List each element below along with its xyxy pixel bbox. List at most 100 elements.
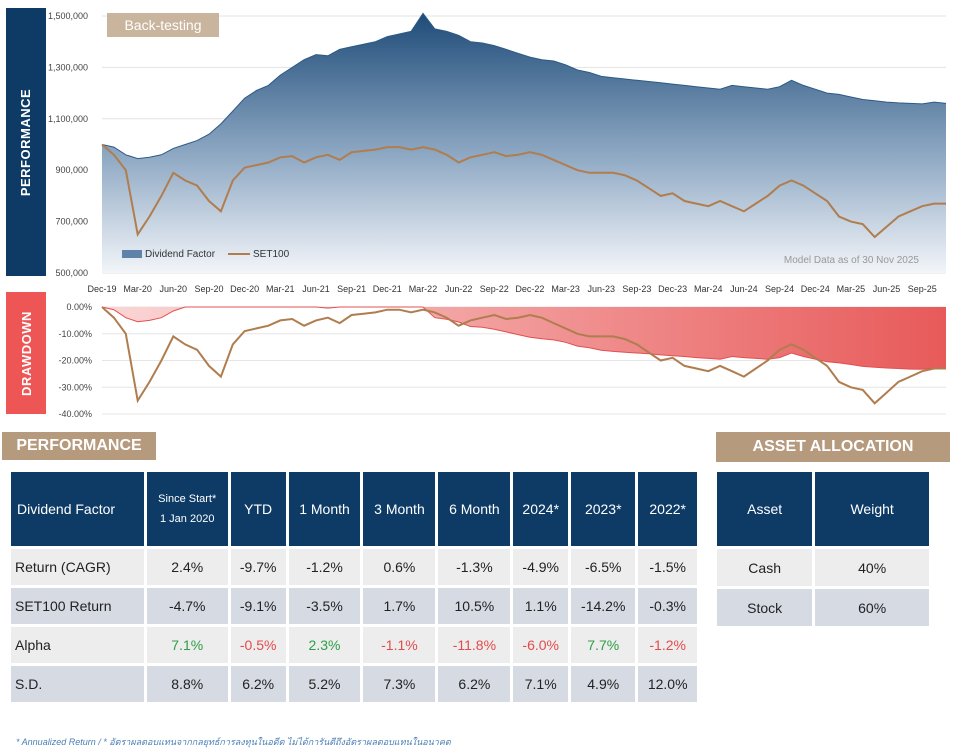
perf-x-tick: Jun-22 — [445, 284, 473, 294]
perf-y-tick: 1,500,000 — [48, 11, 88, 21]
allocation-asset: Cash — [717, 549, 813, 586]
table-cell: -9.1% — [230, 588, 286, 624]
table-cell: -1.5% — [638, 549, 697, 585]
table-cell: -6.5% — [571, 549, 636, 585]
table-cell: -11.8% — [438, 627, 511, 663]
allocation-row: Cash 40% — [717, 549, 929, 586]
perf-x-tick: Dec-23 — [658, 284, 687, 294]
since-start-header: Since Start* 1 Jan 2020 — [146, 472, 228, 546]
2023-header: 2023* — [571, 472, 636, 546]
table-row: Alpha 7.1% -0.5% 2.3% -1.1% -11.8% -6.0% 7.7% -1… — [11, 627, 697, 663]
table-cell: 6.2% — [230, 666, 286, 702]
set100-line — [101, 143, 946, 239]
perf-x-tick: Mar-23 — [551, 284, 580, 294]
table-cell: -1.1% — [363, 627, 436, 663]
since-start-label: Since Start* — [158, 493, 217, 505]
table-row: SET100 Return -4.7% -9.1% -3.5% 1.7% 10.5% 1.1… — [11, 588, 697, 624]
table-cell: -0.5% — [230, 627, 286, 663]
perf-x-tick: Sep-22 — [480, 284, 509, 294]
perf-y-tick: 700,000 — [55, 217, 88, 227]
perf-x-tick: Jun-23 — [588, 284, 616, 294]
dividend-factor-drawdown-line — [101, 306, 947, 370]
2024-header: 2024* — [513, 472, 569, 546]
allocation-row: Stock 60% — [717, 589, 929, 626]
performance-legend: Dividend Factor SET100 — [122, 249, 290, 260]
legend-swatch-dividend-factor — [122, 250, 142, 258]
table-cell: -1.2% — [638, 627, 697, 663]
table-row: Return (CAGR) 2.4% -9.7% -1.2% 0.6% -1.3% -4.9… — [11, 549, 697, 585]
perf-x-tick: Dec-20 — [230, 284, 259, 294]
table-cell: -3.5% — [288, 588, 361, 624]
allocation-weight: 60% — [815, 589, 929, 626]
dividend-factor-line — [101, 12, 947, 160]
table-cell: 4.9% — [571, 666, 636, 702]
fund-name-header: Dividend Factor — [11, 472, 144, 546]
table-cell: 8.8% — [146, 666, 228, 702]
performance-x-ticks: Dec-19 Mar-20 Jun-20 Sep-20 Dec-20 Mar-21 Jun-… — [87, 284, 936, 294]
table-cell: 2.4% — [146, 549, 228, 585]
table-cell: 12.0% — [638, 666, 697, 702]
perf-y-tick: 1,300,000 — [48, 62, 88, 72]
table-cell: 10.5% — [438, 588, 511, 624]
asset-column-header: Asset — [717, 472, 813, 546]
dd-y-tick: 0.00% — [66, 302, 92, 312]
performance-table: Dividend Factor Since Start* 1 Jan 2020 Y… — [8, 469, 700, 705]
asset-allocation-header: ASSET ALLOCATION — [716, 432, 950, 462]
dd-y-tick: -20.00% — [58, 356, 92, 366]
6-month-header: 6 Month — [438, 472, 511, 546]
back-testing-badge-bg — [107, 13, 219, 37]
table-cell: -4.7% — [146, 588, 228, 624]
dd-y-tick: -40.00% — [58, 409, 92, 419]
3-month-header: 3 Month — [363, 472, 436, 546]
table-cell: 5.2% — [288, 666, 361, 702]
perf-x-tick: Dec-22 — [515, 284, 544, 294]
perf-x-tick: Mar-20 — [123, 284, 152, 294]
performance-header: PERFORMANCE — [2, 432, 156, 460]
perf-x-tick: Jun-24 — [730, 284, 758, 294]
allocation-asset: Stock — [717, 589, 813, 626]
perf-x-tick: Sep-25 — [908, 284, 937, 294]
table-cell: -9.7% — [230, 549, 286, 585]
perf-y-tick: 900,000 — [55, 165, 88, 175]
perf-x-tick: Mar-24 — [694, 284, 723, 294]
weight-column-header: Weight — [815, 472, 929, 546]
asset-allocation-table: Asset Weight Cash 40% Stock 60% — [714, 469, 932, 629]
table-cell: 2.3% — [288, 627, 361, 663]
table-cell: 7.1% — [146, 627, 228, 663]
row-label: Alpha — [11, 627, 144, 663]
row-label: S.D. — [11, 666, 144, 702]
perf-x-tick: Dec-21 — [373, 284, 402, 294]
ytd-header: YTD — [230, 472, 286, 546]
table-cell: 7.3% — [363, 666, 436, 702]
perf-y-tick: 500,000 — [55, 268, 88, 278]
perf-x-tick: Sep-24 — [765, 284, 794, 294]
drawdown-chart: 0.00% -10.00% -20.00% -30.00% -40.00% — [58, 302, 947, 419]
back-testing-badge: Back-testing — [124, 17, 201, 33]
perf-x-tick: Jun-21 — [302, 284, 330, 294]
performance-y-ticks: 1,500,000 1,300,000 1,100,000 900,000 700,00… — [48, 11, 88, 278]
footnote: * Annualized Return / * อัตราผลตอบแทนจาก… — [16, 737, 451, 747]
table-cell: 1.7% — [363, 588, 436, 624]
allocation-weight: 40% — [815, 549, 929, 586]
set100-drawdown-line — [101, 306, 946, 405]
perf-x-tick: Dec-19 — [87, 284, 116, 294]
start-date-label: 1 Jan 2020 — [160, 513, 215, 525]
table-cell: 6.2% — [438, 666, 511, 702]
performance-table-header-row: Dividend Factor Since Start* 1 Jan 2020 Y… — [11, 472, 697, 546]
table-cell: -6.0% — [513, 627, 569, 663]
table-cell: -4.9% — [513, 549, 569, 585]
allocation-header-row: Asset Weight — [717, 472, 929, 546]
legend-label-dividend-factor: Dividend Factor — [145, 249, 216, 260]
dividend-factor-drawdown-area — [102, 307, 946, 370]
table-cell: -0.3% — [638, 588, 697, 624]
2022-header: 2022* — [638, 472, 697, 546]
row-label: Return (CAGR) — [11, 549, 144, 585]
table-cell: -1.3% — [438, 549, 511, 585]
charts-canvas: 1,500,000 1,300,000 1,100,000 900,000 700,00… — [48, 11, 947, 419]
perf-x-tick: Sep-23 — [622, 284, 651, 294]
perf-x-tick: Mar-21 — [266, 284, 295, 294]
table-cell: 0.6% — [363, 549, 436, 585]
dd-y-tick: -10.00% — [58, 329, 92, 339]
perf-x-tick: Dec-24 — [801, 284, 830, 294]
performance-side-label: PERFORMANCE — [6, 8, 46, 276]
